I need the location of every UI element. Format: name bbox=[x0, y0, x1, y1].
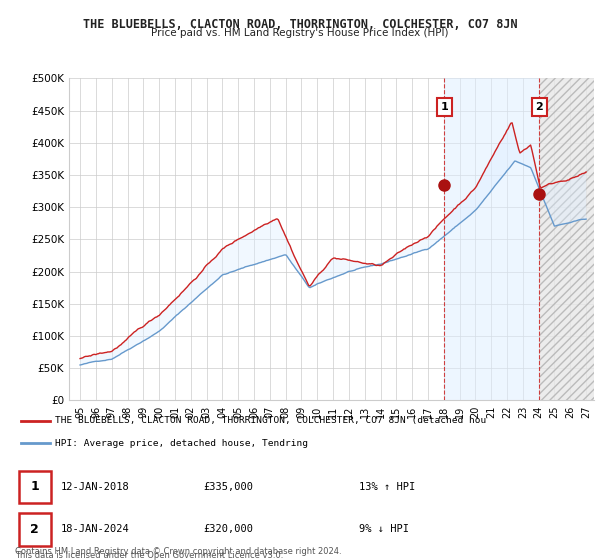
Bar bbox=[19, 471, 51, 503]
Text: 9% ↓ HPI: 9% ↓ HPI bbox=[359, 525, 409, 534]
Text: 1: 1 bbox=[440, 102, 448, 113]
Text: THE BLUEBELLS, CLACTON ROAD, THORRINGTON, COLCHESTER, CO7 8JN: THE BLUEBELLS, CLACTON ROAD, THORRINGTON… bbox=[83, 18, 517, 31]
Text: HPI: Average price, detached house, Tendring: HPI: Average price, detached house, Tend… bbox=[55, 438, 308, 447]
Text: 1: 1 bbox=[31, 480, 39, 493]
Text: 12-JAN-2018: 12-JAN-2018 bbox=[61, 482, 130, 492]
Bar bbox=[539, 78, 594, 400]
Text: 18-JAN-2024: 18-JAN-2024 bbox=[61, 525, 130, 534]
Bar bbox=[445, 78, 539, 400]
Text: 2: 2 bbox=[536, 102, 544, 113]
Text: 13% ↑ HPI: 13% ↑ HPI bbox=[359, 482, 416, 492]
Bar bbox=[19, 514, 51, 545]
Text: Contains HM Land Registry data © Crown copyright and database right 2024.: Contains HM Land Registry data © Crown c… bbox=[15, 547, 341, 556]
Text: £320,000: £320,000 bbox=[203, 525, 253, 534]
Bar bbox=[539, 78, 594, 400]
Text: £335,000: £335,000 bbox=[203, 482, 253, 492]
Text: Price paid vs. HM Land Registry's House Price Index (HPI): Price paid vs. HM Land Registry's House … bbox=[151, 28, 449, 38]
Text: This data is licensed under the Open Government Licence v3.0.: This data is licensed under the Open Gov… bbox=[15, 551, 283, 560]
Text: 2: 2 bbox=[31, 523, 39, 536]
Text: THE BLUEBELLS, CLACTON ROAD, THORRINGTON, COLCHESTER, CO7 8JN (detached hou: THE BLUEBELLS, CLACTON ROAD, THORRINGTON… bbox=[55, 416, 487, 425]
